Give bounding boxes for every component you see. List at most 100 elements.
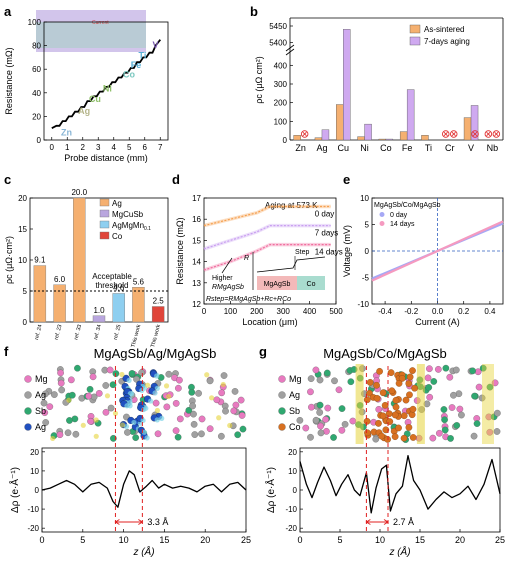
failed-marker (442, 130, 450, 138)
bar (92, 315, 106, 323)
inset-step-label: Step (295, 249, 310, 256)
charge-density-region (416, 364, 425, 444)
atom-co (405, 424, 413, 431)
x-tick-label: 2 (81, 143, 86, 152)
failed-marker-x (443, 131, 448, 137)
atom (138, 369, 146, 376)
panel-f: f MgAgSb/Ag/MgAgSb Mg Ag Sb Ag 0 5 10 15 20 25 -2… (4, 344, 251, 558)
atom (491, 379, 499, 387)
x-tick-label: 15 (415, 535, 425, 545)
atom-co (392, 396, 400, 404)
x-tick-label: 3 (96, 143, 101, 152)
atom (486, 428, 494, 436)
failed-marker-x (486, 131, 491, 137)
atom (441, 416, 448, 424)
panel-g-plot: 0 5 10 15 20 25 -20 -10 0 10 20 z (Å) Δρ (e·Å⁻¹) 2.7 … (264, 366, 505, 558)
atom (190, 420, 198, 428)
bar (470, 105, 479, 141)
charge-density-blob (80, 422, 86, 428)
atom (132, 434, 140, 441)
category-label: ref. 24 (34, 324, 44, 341)
atom (441, 426, 449, 434)
delta-rho-line (299, 454, 501, 514)
atom (189, 402, 196, 410)
y-tick-label: 60 (32, 65, 41, 74)
charge-density-blob (152, 390, 158, 396)
atom (479, 364, 487, 372)
bar (151, 306, 165, 323)
charge-density-region (482, 364, 494, 444)
atom-co (364, 429, 371, 437)
atom (218, 432, 225, 440)
atom (195, 389, 202, 397)
panel-d: d 0 100 200 300 400 500 12 13 14 15 16 17 Location (… (172, 172, 343, 327)
atom (446, 373, 454, 381)
atom-co (382, 426, 390, 434)
panel-f-plot: 0 5 10 15 20 25 -20 -10 0 10 20 z (Å) Δρ (e·Å⁻¹) 3.3 … (8, 366, 251, 558)
bar (385, 138, 394, 141)
atom-co (395, 424, 402, 432)
panel-a-plot: 0 1 2 3 4 5 6 7 0 20 40 60 80 100 Probe distance (mm) R… (4, 18, 169, 163)
atom (107, 404, 115, 412)
panel-label-g: g (259, 344, 267, 359)
charge-density-blob (154, 373, 160, 379)
atom-co (400, 434, 408, 442)
panel-d-plot: 0 100 200 300 400 500 12 13 14 15 16 17 Location (μm… (175, 194, 343, 327)
x-tick-label: 0 (39, 535, 44, 545)
atom (448, 404, 456, 411)
category-label: ref. 34 (93, 324, 103, 341)
value-label: 20.0 (71, 188, 87, 197)
panel-f-structure: Mg Ag Sb Ag (22, 364, 247, 444)
x-axis-label: z (Å) (132, 545, 154, 558)
charge-density-blob (144, 435, 150, 441)
atom (218, 389, 226, 397)
y-tick-label: 0 (293, 486, 298, 495)
atom (172, 427, 180, 434)
panel-c: c 0 5 10 15 20 ρc (μΩ·cm²) 9.1 ref. 24 6.0 ref. 2… (4, 172, 169, 348)
series-line (203, 244, 331, 271)
axis-break-mark (285, 48, 295, 56)
atom (102, 408, 110, 416)
atom (456, 405, 464, 413)
x-tick-label: 5 (127, 143, 132, 152)
charge-density-blob (145, 382, 151, 388)
category-label: Zn (295, 143, 306, 153)
bar (357, 136, 365, 141)
chart-title: MgAgSb/Co/MgAgSb (374, 202, 441, 209)
failed-marker-x (494, 131, 499, 137)
legend-label: Co (289, 422, 301, 432)
y-axis-label: Resistance (mΩ) (4, 47, 14, 114)
charge-density-blob (141, 429, 147, 435)
y-tick-label: 17 (192, 194, 201, 203)
charge-density-blob (139, 387, 145, 394)
axes-frame (41, 447, 247, 533)
atom-co (366, 379, 374, 386)
atom-co (381, 402, 389, 409)
x-tick-label: 500 (329, 307, 343, 316)
y-tick-label: -10 (285, 505, 297, 514)
atom (128, 370, 136, 377)
panel-c-plot: 0 5 10 15 20 ρc (μΩ·cm²) 9.1 ref. 24 6.0 ref. 23 2… (4, 188, 169, 348)
legend-atom (278, 391, 286, 399)
legend-swatch (99, 198, 110, 207)
atom-co (379, 389, 387, 397)
axes-frame (29, 197, 169, 323)
series-label: 7 days (315, 229, 339, 238)
atom (312, 366, 320, 374)
step-equation: Rstep=RMgAgSb+Rc+RCo (206, 296, 291, 303)
atom (198, 430, 205, 438)
segment-label: Zn (61, 127, 72, 137)
atom-co (405, 380, 413, 387)
charge-density-blob (148, 398, 154, 404)
y-tick-label: 200 (274, 99, 288, 108)
atom (238, 412, 246, 419)
category-label: ref. 25 (113, 324, 123, 341)
series-line (203, 205, 331, 227)
x-tick-label: 300 (277, 307, 291, 316)
y-tick-label: 300 (274, 80, 288, 89)
bar (321, 129, 330, 141)
atom-co (363, 396, 371, 404)
threshold-label: threshold (96, 281, 129, 290)
atom (335, 386, 343, 394)
atom (308, 403, 315, 411)
